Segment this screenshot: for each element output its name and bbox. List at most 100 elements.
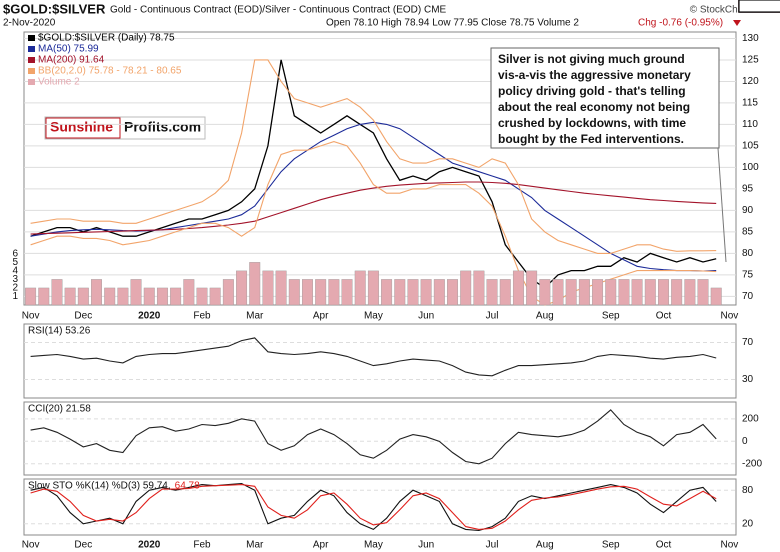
volume-bar: [407, 279, 419, 306]
y-tick-label: 75: [742, 270, 754, 281]
y-tick-label: 110: [742, 119, 758, 130]
last-value-box: [738, 0, 780, 13]
volume-bar: [605, 279, 617, 306]
y2-tick-label: 6: [12, 248, 18, 259]
volume-bar: [143, 287, 155, 306]
volume-bar: [592, 279, 604, 306]
panel-frame: [23, 31, 737, 306]
x-tick-label: 2020: [138, 540, 161, 551]
x-tick-label: Nov: [721, 311, 739, 322]
volume-bar: [658, 279, 669, 306]
legend-label: $GOLD:$SILVER (Daily) 78.75: [38, 33, 175, 44]
volume-bar: [697, 279, 709, 306]
quote: Open 78.10 High 78.94 Low 77.95 Close 78…: [326, 18, 579, 29]
volume-bar: [618, 279, 630, 306]
annotation-line: Silver is not giving much ground: [498, 52, 685, 66]
volume-bar: [302, 279, 313, 306]
change: Chg -0.76 (-0.95%): [638, 18, 723, 29]
x-tick-label: Aug: [536, 540, 554, 551]
y-tick-label: -200: [742, 458, 762, 469]
volume-bar: [499, 279, 511, 306]
x-tick-label: Apr: [313, 311, 329, 322]
volume-bar: [156, 287, 168, 306]
annotation-line: bought by the Fed interventions.: [498, 132, 684, 146]
volume-bar: [644, 279, 656, 306]
y-tick-label: 105: [742, 141, 759, 152]
x-tick-label: Nov: [22, 311, 40, 322]
x-tick-label: Feb: [193, 311, 211, 322]
legend-label: Volume 2: [38, 77, 80, 88]
annotation-line: about the real economy not being: [498, 100, 690, 114]
volume-bar: [552, 279, 564, 306]
annotation-pointer: [717, 147, 727, 263]
volume-bar: [64, 287, 76, 306]
y-tick-label: 100: [742, 162, 759, 173]
y-tick-label: 30: [742, 374, 754, 385]
series-line: [30, 482, 717, 532]
volume-bar: [367, 270, 379, 306]
x-tick-label: Jul: [486, 540, 499, 551]
volume-bar: [328, 279, 340, 306]
x-tick-label: Apr: [313, 540, 329, 551]
volume-bar: [77, 287, 89, 306]
volume-bar: [420, 279, 432, 306]
annotation-line: policy driving gold - that's telling: [498, 84, 686, 98]
volume-bar: [354, 270, 366, 306]
x-tick-label: Dec: [74, 311, 92, 322]
panel-title: 64.78: [175, 481, 200, 492]
volume-bar: [539, 279, 551, 306]
volume-bar: [91, 279, 102, 306]
y-tick-label: 125: [742, 55, 759, 66]
legend-swatch: [28, 46, 35, 52]
volume-bar: [25, 287, 37, 306]
legend-swatch: [28, 57, 35, 63]
legend-label: MA(200) 91.64: [38, 55, 105, 66]
x-tick-label: Mar: [246, 311, 264, 322]
volume-bar: [526, 270, 538, 306]
volume-bar: [209, 287, 221, 306]
volume-bar: [671, 279, 683, 306]
volume-bar: [578, 279, 590, 306]
x-tick-label: Feb: [193, 540, 211, 551]
y-tick-label: 120: [742, 76, 759, 87]
series-line: [30, 181, 717, 235]
legend-swatch: [28, 68, 35, 74]
series-line: [30, 59, 717, 254]
series-line: [30, 337, 717, 377]
volume-bar: [288, 279, 300, 306]
volume-bar: [512, 270, 524, 306]
volume-bar: [236, 270, 248, 306]
y-tick-label: 70: [742, 291, 754, 302]
volume-bar: [38, 287, 50, 306]
volume-bar: [447, 279, 458, 306]
down-arrow: [733, 20, 741, 26]
panel-title: RSI(14) 53.26: [28, 326, 91, 337]
volume-bar: [631, 279, 643, 306]
y-tick-label: 80: [742, 248, 754, 259]
panel-frame: [23, 401, 737, 476]
x-tick-label: Oct: [656, 311, 672, 322]
volume-bar: [486, 279, 498, 306]
series-line: [30, 59, 717, 289]
volume-bar: [341, 279, 353, 306]
volume-bar: [104, 287, 116, 306]
x-tick-label: Sep: [602, 540, 620, 551]
volume-bar: [315, 279, 327, 306]
series-line: [30, 409, 717, 465]
volume-bar: [460, 270, 472, 306]
x-tick-label: Mar: [246, 540, 264, 551]
volume-bar: [394, 279, 406, 306]
y-tick-label: 0: [742, 436, 748, 447]
volume-bar: [275, 270, 287, 306]
legend-swatch: [28, 35, 35, 41]
logo-text: Sunshine: [50, 119, 113, 135]
volume-bar: [684, 279, 696, 306]
volume-bar: [433, 279, 445, 306]
y-tick-label: 80: [742, 485, 754, 496]
y-tick-label: 85: [742, 227, 754, 238]
volume-bar: [183, 279, 195, 306]
x-tick-label: May: [364, 540, 383, 551]
x-tick-label: May: [364, 311, 383, 322]
x-tick-label: Oct: [656, 540, 672, 551]
y2-tick-label: 2: [12, 283, 18, 294]
